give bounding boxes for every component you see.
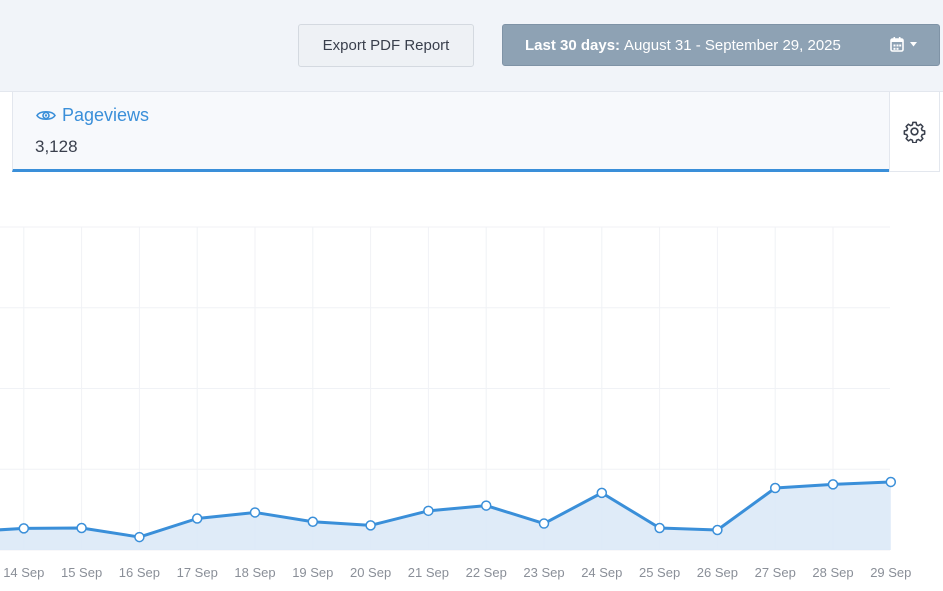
data-point-27-sep[interactable] xyxy=(769,482,781,494)
data-point-28-sep[interactable] xyxy=(827,479,839,490)
x-tick-label: 26 Sep xyxy=(697,565,738,580)
data-point-24-sep[interactable] xyxy=(596,487,608,499)
date-range-value: August 31 - September 29, 2025 xyxy=(624,36,841,54)
caret-down-icon xyxy=(910,42,917,47)
report-panel: Pageviews 3,128 14 Sep 15 Sep 16 Sep 17 Sep… xyxy=(0,91,943,591)
date-range-prefix: Last 30 days: xyxy=(525,36,621,54)
x-tick-label: 19 Sep xyxy=(292,565,333,580)
data-point-20-sep[interactable] xyxy=(365,520,376,531)
x-tick-label: 17 Sep xyxy=(177,565,218,580)
data-point-29-sep[interactable] xyxy=(885,476,897,488)
top-toolbar: Export PDF Report Last 30 days: August 3… xyxy=(0,0,943,91)
data-point-21-sep[interactable] xyxy=(423,505,434,517)
tab-pageviews-label: Pageviews xyxy=(62,105,150,125)
calendar-dropdown[interactable] xyxy=(890,37,917,52)
data-point-23-sep[interactable] xyxy=(538,518,550,529)
x-tick-label: 24 Sep xyxy=(581,565,622,580)
x-tick-label: 21 Sep xyxy=(408,565,449,580)
calendar-icon xyxy=(890,37,904,52)
x-tick-label: 28 Sep xyxy=(812,565,853,580)
tab-pageviews-title: Pageviews xyxy=(36,105,149,126)
data-point-22-sep[interactable] xyxy=(480,500,492,511)
data-point-15-sep[interactable] xyxy=(76,522,87,534)
x-tick-label: 29 Sep xyxy=(870,565,911,580)
pageviews-chart: 14 Sep 15 Sep 16 Sep 17 Sep 18 Sep 19 Sep 20 S… xyxy=(0,226,911,580)
pageviews-total: 3,128 xyxy=(35,137,78,156)
tab-pageviews[interactable]: Pageviews 3,128 xyxy=(12,92,889,172)
data-point-17-sep[interactable] xyxy=(191,513,203,524)
x-tick-label: 20 Sep xyxy=(350,565,391,580)
settings-button[interactable] xyxy=(889,92,940,172)
x-tick-label: 27 Sep xyxy=(755,565,796,580)
export-pdf-button[interactable]: Export PDF Report xyxy=(298,24,474,67)
data-point-26-sep[interactable] xyxy=(712,524,723,536)
series-area xyxy=(0,481,891,550)
date-range-button[interactable]: Last 30 days: August 31 - September 29, … xyxy=(502,24,940,66)
data-point-25-sep[interactable] xyxy=(654,522,665,534)
gear-icon xyxy=(903,121,926,143)
x-tick-label: 15 Sep xyxy=(61,565,102,580)
x-tick-label: 22 Sep xyxy=(466,565,507,580)
eye-icon xyxy=(36,110,56,121)
x-tick-label: 23 Sep xyxy=(523,565,564,580)
x-tick-label: 18 Sep xyxy=(234,565,275,580)
data-point-18-sep[interactable] xyxy=(249,507,261,518)
x-tick-label: 16 Sep xyxy=(119,565,160,580)
x-tick-label: 25 Sep xyxy=(639,565,680,580)
x-tick-label: 14 Sep xyxy=(3,565,44,580)
data-point-19-sep[interactable] xyxy=(307,516,319,527)
data-point-14-sep[interactable] xyxy=(18,523,30,534)
data-point-16-sep[interactable] xyxy=(134,531,145,543)
